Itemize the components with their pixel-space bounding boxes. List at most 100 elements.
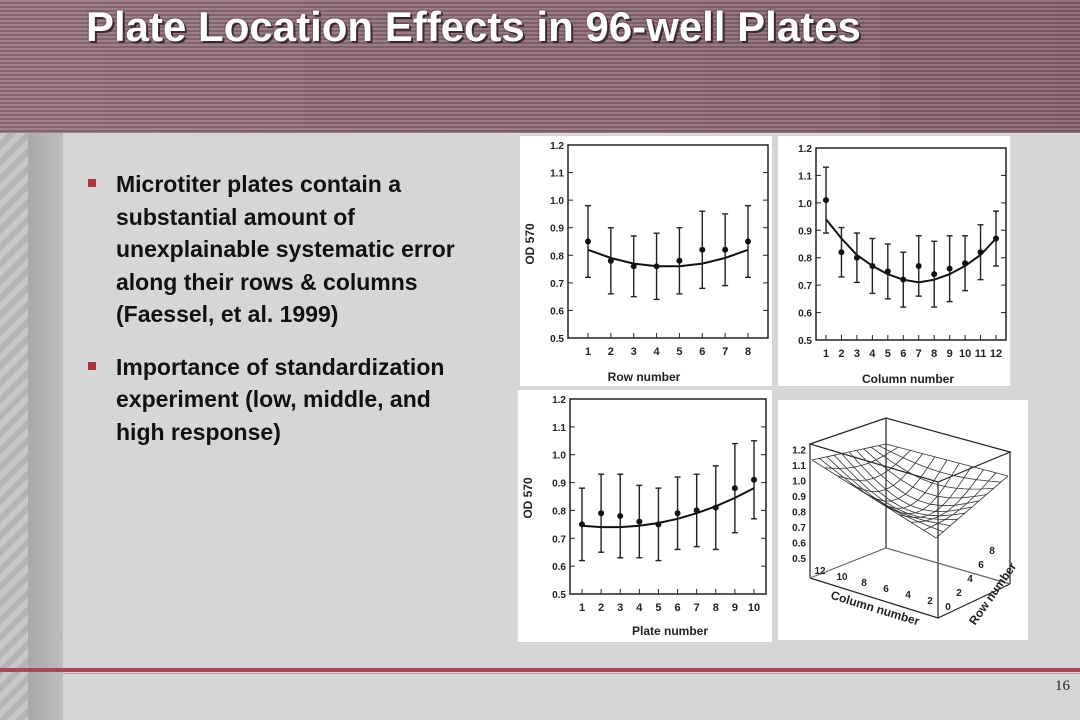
y-tick-label: 0.8 <box>798 254 812 265</box>
x-tick-label: 4 <box>636 602 643 614</box>
bullet-text: Microtiter plates contain a substantial … <box>116 171 455 327</box>
x-tick-label: 7 <box>722 346 728 358</box>
y-tick-label: 0.9 <box>798 226 812 237</box>
data-point <box>674 510 681 517</box>
y-tick-label: 0.6 <box>550 306 564 317</box>
y-tick-label: 1.2 <box>552 395 566 406</box>
surface-mesh-line <box>878 445 1001 483</box>
data-point <box>931 271 938 278</box>
x-tick-label: 12 <box>814 566 826 577</box>
data-point <box>693 507 700 514</box>
y-axis-label: OD 570 <box>523 223 537 265</box>
y-tick-label: 1.2 <box>798 144 812 155</box>
y-tick-label: 0.5 <box>552 590 566 601</box>
y-tick-label: 0.9 <box>552 479 566 490</box>
left-decoration-inner <box>28 133 63 720</box>
x-tick-label: 9 <box>732 602 738 614</box>
y-tick-label: 8 <box>989 546 995 557</box>
surface-mesh-line <box>856 450 980 507</box>
chart-column-effect: 0.5 0.6 0.7 0.8 0.9 1.0 1.1 1.2 1 2 3 4 5 6 7 8 9 10 11 12… <box>778 136 1010 386</box>
chart-plate-effect: 0.5 0.6 0.7 0.8 0.9 1.0 1.1 1.2 1 2 3 4 5 6 7 8 9 10 Pla… <box>518 390 772 642</box>
x-tick-label: 2 <box>608 346 614 358</box>
y-tick-label: 0.5 <box>550 334 564 345</box>
surface-mesh-line <box>923 472 997 531</box>
data-point <box>977 249 984 256</box>
data-point <box>676 257 683 264</box>
y-tick-label: 4 <box>967 574 973 585</box>
y-tick-label: 0.7 <box>550 279 564 290</box>
y-tick-label: 1.2 <box>550 141 564 152</box>
data-point <box>598 510 605 517</box>
x-axis-label: Column number <box>862 372 954 386</box>
y-tick-label: 1.1 <box>552 423 566 434</box>
y-tick-label: 0.7 <box>798 281 812 292</box>
x-tick-label: 8 <box>931 348 937 360</box>
x-tick-label: 6 <box>900 348 906 360</box>
x-axis-label: Plate number <box>632 624 708 638</box>
y-tick-label: 0.6 <box>798 309 812 320</box>
y-axis-label: Row number <box>966 560 1019 628</box>
y-tick-label: 0.5 <box>798 336 812 347</box>
x-tick-label: 3 <box>631 346 637 358</box>
y-tick-label: 0.6 <box>552 562 566 573</box>
x-tick-label: 1 <box>579 602 585 614</box>
x-tick-label: 3 <box>854 348 860 360</box>
chart-row-svg: 0.5 0.6 0.7 0.8 0.9 1.0 1.1 1.2 1 2 3 4 5 6 7 8 Row nu… <box>523 141 769 384</box>
data-point <box>900 276 907 283</box>
x-tick-label: 7 <box>916 348 922 360</box>
y-tick-label: 0.7 <box>552 534 566 545</box>
data-point <box>585 238 591 245</box>
y-tick-label: 2 <box>956 588 962 599</box>
data-point <box>607 257 614 264</box>
bullet-square-icon <box>88 179 96 187</box>
x-tick-label: 2 <box>598 602 604 614</box>
x-tick-label: 1 <box>585 346 591 358</box>
x-tick-label: 8 <box>861 578 867 589</box>
data-point <box>915 262 922 269</box>
bullet-item: Microtiter plates contain a substantial … <box>86 168 471 331</box>
surface-mesh-line <box>870 446 994 490</box>
slide-title: Plate Location Effects in 96-well Plates <box>86 3 861 50</box>
x-tick-label: 6 <box>674 602 680 614</box>
data-point <box>579 521 585 528</box>
data-point <box>869 262 876 269</box>
surface-mesh-line <box>873 459 948 509</box>
y-tick-label: 6 <box>978 560 984 571</box>
bullet-item: Importance of standardization experiment… <box>86 351 471 449</box>
surface-mesh-line <box>911 469 984 523</box>
data-point <box>722 246 729 253</box>
data-point <box>853 254 860 261</box>
y-tick-label: 0.8 <box>550 251 564 262</box>
data-point <box>636 518 643 525</box>
y-tick-label: 1.0 <box>798 199 812 210</box>
x-tick-label: 6 <box>883 584 889 595</box>
surface-mesh-line <box>886 462 960 515</box>
x-tick-label: 5 <box>655 602 661 614</box>
x-axis-label: Row number <box>608 370 681 384</box>
x-tick-label: 4 <box>869 348 876 360</box>
header-band <box>0 0 1080 133</box>
x-tick-label: 5 <box>885 348 891 360</box>
y-tick-label: 1.0 <box>552 451 566 462</box>
x-tick-label: 4 <box>654 346 661 358</box>
x-tick-label: 2 <box>838 348 844 360</box>
z-tick-label: 1.1 <box>792 461 806 472</box>
data-point <box>838 249 845 256</box>
x-tick-label: 5 <box>676 346 682 358</box>
fit-curve <box>587 248 749 268</box>
z-tick-label: 0.8 <box>792 508 806 519</box>
surface-mesh-line <box>885 443 1009 477</box>
surface-mesh-line <box>935 475 1009 539</box>
z-tick-label: 0.5 <box>792 554 806 565</box>
fit-curve <box>581 487 755 529</box>
x-tick-label: 4 <box>905 590 911 601</box>
data-point <box>699 246 706 253</box>
surface-mesh-line <box>898 466 972 518</box>
fit-curve <box>825 218 997 284</box>
data-point <box>962 260 969 267</box>
x-tick-label: 1 <box>823 348 829 360</box>
y-tick-label: 0.8 <box>552 506 566 517</box>
x-tick-label: 7 <box>694 602 700 614</box>
y-axis-label: OD 570 <box>521 477 535 519</box>
data-point <box>946 265 953 272</box>
